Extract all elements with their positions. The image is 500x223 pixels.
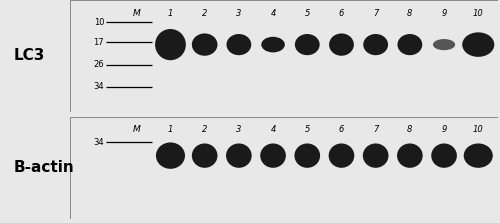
Ellipse shape xyxy=(226,143,252,168)
Text: 17: 17 xyxy=(94,38,104,47)
Text: 1: 1 xyxy=(168,9,173,18)
Ellipse shape xyxy=(431,143,457,168)
Text: LC3: LC3 xyxy=(14,48,46,63)
Text: 8: 8 xyxy=(407,9,412,18)
Text: 34: 34 xyxy=(94,138,104,147)
Ellipse shape xyxy=(328,143,354,168)
Text: 3: 3 xyxy=(236,9,242,18)
Text: 6: 6 xyxy=(339,9,344,18)
Ellipse shape xyxy=(294,143,320,168)
Text: 26: 26 xyxy=(94,60,104,69)
Ellipse shape xyxy=(364,34,388,55)
Text: 9: 9 xyxy=(442,9,447,18)
Text: 5: 5 xyxy=(304,9,310,18)
Ellipse shape xyxy=(464,143,493,168)
Ellipse shape xyxy=(295,34,320,55)
Text: 4: 4 xyxy=(270,9,276,18)
Text: 10: 10 xyxy=(473,9,484,18)
Text: 4: 4 xyxy=(270,125,276,134)
Ellipse shape xyxy=(462,32,494,57)
Ellipse shape xyxy=(262,37,285,52)
Ellipse shape xyxy=(397,143,422,168)
Text: 5: 5 xyxy=(304,125,310,134)
Ellipse shape xyxy=(329,33,354,56)
Ellipse shape xyxy=(155,29,186,60)
Text: 10: 10 xyxy=(473,125,484,134)
Text: 7: 7 xyxy=(373,9,378,18)
Text: 6: 6 xyxy=(339,125,344,134)
Text: 2: 2 xyxy=(202,9,207,18)
Ellipse shape xyxy=(363,143,388,168)
Ellipse shape xyxy=(226,34,252,55)
Ellipse shape xyxy=(398,34,422,55)
Ellipse shape xyxy=(192,33,218,56)
Text: 3: 3 xyxy=(236,125,242,134)
Text: 7: 7 xyxy=(373,125,378,134)
Text: 8: 8 xyxy=(407,125,412,134)
Text: 1: 1 xyxy=(168,125,173,134)
Text: M: M xyxy=(132,125,140,134)
Text: 9: 9 xyxy=(442,125,447,134)
Ellipse shape xyxy=(156,142,185,169)
Text: 10: 10 xyxy=(94,18,104,27)
Text: M: M xyxy=(132,9,140,18)
Text: 2: 2 xyxy=(202,125,207,134)
Ellipse shape xyxy=(260,143,286,168)
Text: B-actin: B-actin xyxy=(14,160,75,175)
Text: 34: 34 xyxy=(94,83,104,91)
Ellipse shape xyxy=(192,143,218,168)
Ellipse shape xyxy=(433,39,455,50)
